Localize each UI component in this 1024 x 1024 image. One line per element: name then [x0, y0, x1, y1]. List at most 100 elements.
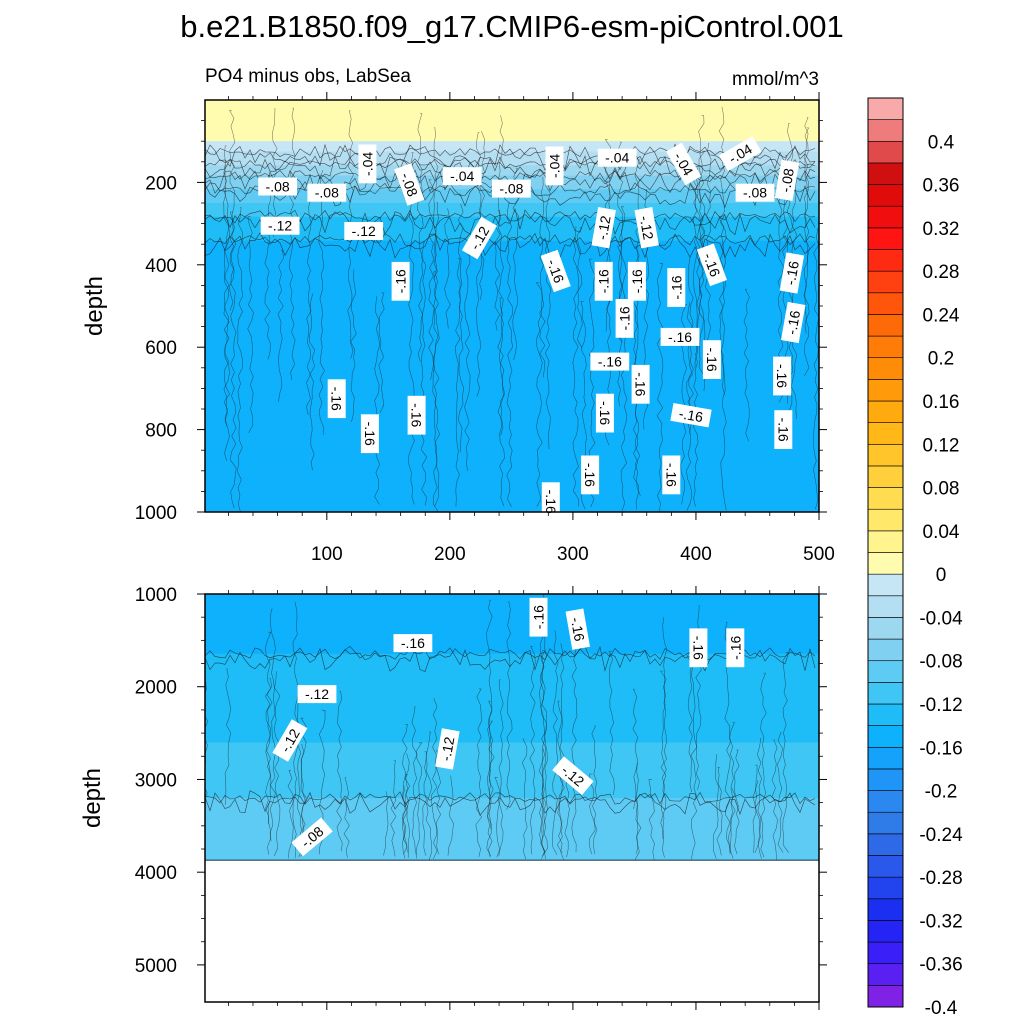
field-band [205, 422, 819, 427]
contour-line [416, 742, 423, 855]
contour-line [205, 233, 816, 247]
colorbar-swatch [867, 746, 904, 770]
field-band [205, 611, 819, 615]
contour-label: -.16 [540, 249, 571, 293]
field-band [205, 758, 819, 761]
contour-label-box [627, 261, 646, 301]
y-tick-label: 600 [145, 338, 177, 359]
field-band [205, 402, 819, 407]
field-band [205, 742, 819, 746]
field-band [205, 731, 819, 735]
contour-label: -.16 [667, 268, 686, 307]
field-band [205, 281, 819, 286]
contour-line [712, 754, 719, 859]
contour-label-box [260, 216, 300, 235]
contour-label-text: -.16 [617, 306, 633, 330]
colorbar-tick-label: 0.12 [923, 435, 960, 456]
contour-label-text: -.16 [727, 636, 743, 660]
field-band [205, 747, 819, 750]
x-tick-label: 200 [434, 544, 466, 565]
contour-label-text: -.16 [704, 348, 720, 372]
contour-label-box [442, 167, 482, 186]
field-band [205, 789, 819, 792]
contour-label-box [774, 159, 800, 201]
field-band [205, 144, 819, 149]
field-band [205, 627, 819, 631]
contour-label-box [702, 340, 721, 380]
field-band [205, 240, 819, 245]
colorbar-swatch [867, 682, 904, 705]
colorbar-swatch [867, 508, 904, 532]
contour-line [420, 241, 428, 506]
colorbar-swatch [867, 314, 904, 337]
colorbar-swatch [867, 855, 904, 878]
field-band [205, 820, 819, 824]
x-tick-label: 400 [680, 544, 712, 565]
field-band [205, 656, 819, 659]
field-band [205, 664, 819, 668]
field-band [205, 223, 819, 228]
field-band [205, 446, 819, 451]
field-band [205, 764, 819, 768]
contour-label: -.16 [780, 301, 806, 344]
field-band [205, 720, 819, 724]
contour-label-box [631, 364, 650, 404]
contour-line [431, 698, 438, 860]
field-band [205, 364, 819, 369]
field-band [205, 336, 819, 341]
field-band [205, 700, 819, 704]
lower-panel-axes: 1000 2000 3000 4000 5000 [135, 585, 827, 1010]
field-band [205, 713, 819, 717]
contour-label-text: -.08 [743, 185, 767, 201]
contour-line [269, 608, 276, 842]
contour-label-text: -.16 [700, 251, 723, 279]
contour-label-box [291, 817, 333, 857]
field-band [205, 350, 819, 355]
field-band [205, 213, 819, 218]
colorbar-swatch [867, 162, 904, 185]
field-band [205, 299, 819, 304]
colorbar-swatch [867, 465, 904, 488]
contour-label-text: -.08 [315, 185, 339, 201]
field-band [205, 835, 819, 839]
field-band [205, 651, 819, 655]
field-band [205, 760, 819, 764]
contour-line [576, 227, 583, 348]
contour-line [378, 292, 385, 414]
contour-line [428, 179, 435, 380]
colorbar-swatch [867, 898, 904, 921]
contour-label-text: -.16 [401, 635, 425, 651]
field-band [205, 749, 819, 753]
field-band [205, 769, 819, 773]
field-band [205, 851, 819, 855]
contour-label-box [662, 455, 681, 495]
contour-label: -.12 [344, 222, 384, 240]
contour-label: -.16 [327, 379, 346, 419]
contour-label-text: -.04 [605, 150, 629, 166]
colorbar-swatch [867, 292, 904, 315]
field-band [205, 795, 819, 799]
field-band [205, 640, 819, 644]
contour-label-text: -.12 [305, 686, 329, 702]
colorbar-swatch [867, 97, 904, 120]
contour-line [734, 749, 740, 855]
field-band [205, 134, 819, 139]
field-band [205, 831, 819, 835]
contour-label-box [565, 608, 591, 650]
field-band [205, 120, 819, 125]
field-band [205, 230, 819, 235]
field-band [205, 206, 819, 211]
field-band [205, 687, 819, 690]
field-band [205, 669, 819, 673]
y-tick-label: 4000 [135, 863, 177, 884]
field-band [205, 378, 819, 383]
colorbar-tick-label: -0.28 [919, 868, 962, 889]
field-band [205, 463, 819, 468]
contour-line [306, 198, 312, 415]
contour-line [506, 601, 513, 810]
field-band [205, 161, 819, 166]
contour-label: -.16 [529, 597, 548, 637]
field-band [205, 849, 819, 852]
field-band [205, 740, 819, 744]
contour-label-box [435, 728, 460, 770]
